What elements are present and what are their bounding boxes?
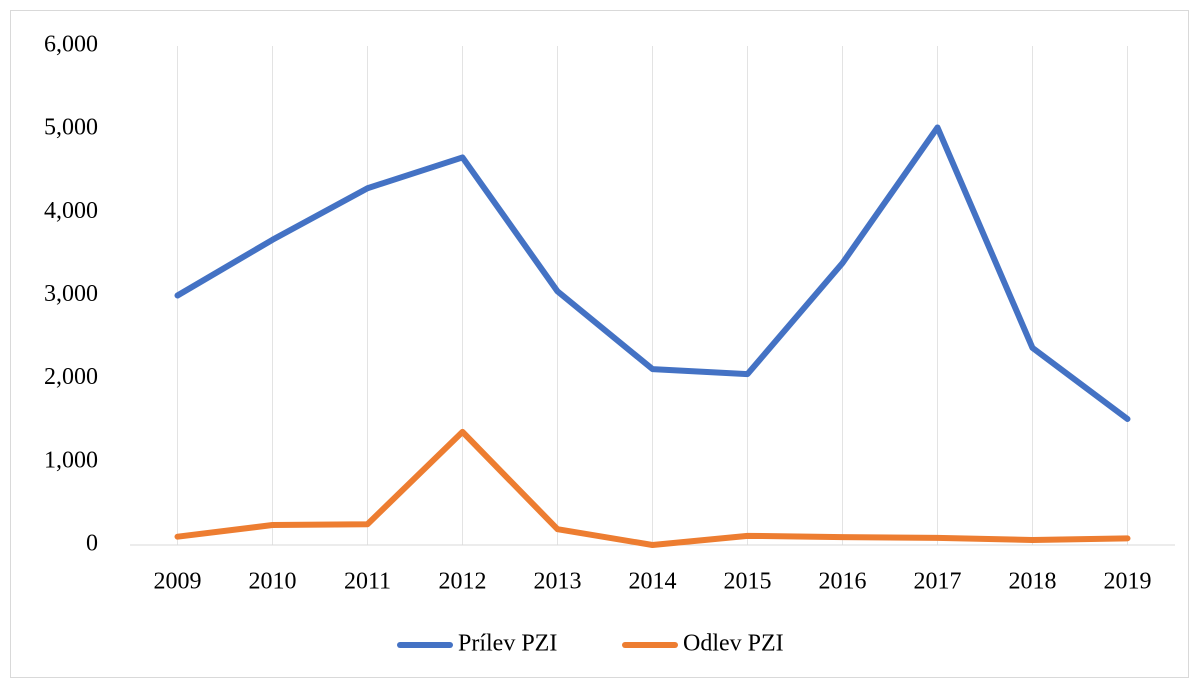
line-series (174, 428, 1131, 548)
y-tick-label: 2,000 (44, 364, 98, 390)
y-tick-label: 0 (86, 531, 98, 557)
x-tick-label: 2016 (819, 569, 867, 595)
x-tick-label: 2017 (914, 569, 962, 595)
x-tick-label: 2009 (154, 569, 202, 595)
y-tick-label: 4,000 (44, 198, 98, 224)
legend-label: Prílev PZI (458, 631, 557, 657)
legend-label: Odlev PZI (683, 631, 784, 657)
x-tick-label: 2010 (249, 569, 297, 595)
x-tick-label: 2018 (1009, 569, 1057, 595)
y-tick-label: 5,000 (44, 115, 98, 141)
x-tick-label: 2015 (724, 569, 772, 595)
line-series (174, 124, 1131, 423)
x-tick-label: 2013 (534, 569, 582, 595)
y-tick-label: 3,000 (44, 281, 98, 307)
y-tick-label: 1,000 (44, 447, 98, 473)
y-tick-label: 6,000 (44, 32, 98, 58)
chart-border (10, 10, 1189, 678)
x-tick-label: 2012 (439, 569, 487, 595)
x-tick-label: 2014 (629, 569, 677, 595)
x-tick-label: 2019 (1104, 569, 1152, 595)
x-tick-label: 2011 (344, 569, 391, 595)
